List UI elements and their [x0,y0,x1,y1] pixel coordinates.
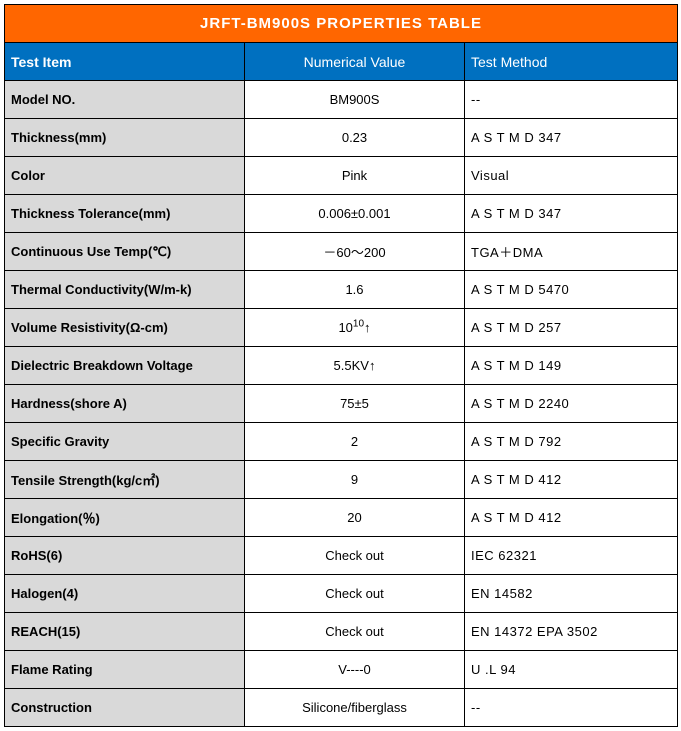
row-value: V----0 [245,651,465,689]
row-method: EN 14372 EPA 3502 [465,613,678,651]
row-item: REACH(15) [5,613,245,651]
table-row: RoHS(6)Check outIEC 62321 [5,537,678,575]
row-value: 0.23 [245,119,465,157]
row-method: EN 14582 [465,575,678,613]
row-method: A S T M D 347 [465,119,678,157]
row-method: A S T M D 5470 [465,271,678,309]
row-item: Tensile Strength(kg/c㎡) [5,461,245,499]
table-row: Hardness(shore A)75±5A S T M D 2240 [5,385,678,423]
table-row: Halogen(4)Check outEN 14582 [5,575,678,613]
row-method: -- [465,689,678,727]
row-value: 0.006±0.001 [245,195,465,233]
table-row: Thickness Tolerance(mm)0.006±0.001A S T … [5,195,678,233]
table-row: Model NO.BM900S-- [5,81,678,119]
row-item: RoHS(6) [5,537,245,575]
table-row: ConstructionSilicone/fiberglass-- [5,689,678,727]
column-header-method: Test Method [465,43,678,81]
row-value: 5.5KV↑ [245,347,465,385]
row-method: Visual [465,157,678,195]
row-method: A S T M D 412 [465,499,678,537]
row-item: Continuous Use Temp(℃) [5,233,245,271]
table-row: ColorPinkVisual [5,157,678,195]
row-method: A S T M D 257 [465,309,678,347]
row-item: Flame Rating [5,651,245,689]
table-row: Specific Gravity2A S T M D 792 [5,423,678,461]
row-value: 1.6 [245,271,465,309]
table-row: Elongation(％)20A S T M D 412 [5,499,678,537]
table-row: REACH(15)Check outEN 14372 EPA 3502 [5,613,678,651]
row-method: A S T M D 347 [465,195,678,233]
row-method: IEC 62321 [465,537,678,575]
row-method: TGA＋DMA [465,233,678,271]
row-item: Model NO. [5,81,245,119]
row-item: Thickness(mm) [5,119,245,157]
row-method: A S T M D 2240 [465,385,678,423]
row-item: Hardness(shore A) [5,385,245,423]
row-value: 20 [245,499,465,537]
table-row: Volume Resistivity(Ω-cm)1010↑A S T M D 2… [5,309,678,347]
table-row: Dielectric Breakdown Voltage5.5KV↑A S T … [5,347,678,385]
row-value: Pink [245,157,465,195]
row-item: Elongation(％) [5,499,245,537]
table-row: Thermal Conductivity(W/m-k)1.6A S T M D … [5,271,678,309]
table-title: JRFT-BM900S PROPERTIES TABLE [5,5,678,43]
table-row: Flame RatingV----0U .L 94 [5,651,678,689]
row-value: Check out [245,575,465,613]
row-item: Volume Resistivity(Ω-cm) [5,309,245,347]
row-value: 9 [245,461,465,499]
row-value: 2 [245,423,465,461]
properties-table: JRFT-BM900S PROPERTIES TABLE Test Item N… [4,4,678,727]
row-item: Specific Gravity [5,423,245,461]
table-row: Continuous Use Temp(℃)－60～200TGA＋DMA [5,233,678,271]
table-row: Thickness(mm)0.23A S T M D 347 [5,119,678,157]
row-item: Construction [5,689,245,727]
row-method: A S T M D 792 [465,423,678,461]
column-header-value: Numerical Value [245,43,465,81]
row-value: 75±5 [245,385,465,423]
row-method: A S T M D 149 [465,347,678,385]
row-value: Check out [245,613,465,651]
row-method: -- [465,81,678,119]
row-value: Check out [245,537,465,575]
row-method: A S T M D 412 [465,461,678,499]
table-row: Tensile Strength(kg/c㎡)9A S T M D 412 [5,461,678,499]
row-value: Silicone/fiberglass [245,689,465,727]
row-item: Color [5,157,245,195]
row-item: Thickness Tolerance(mm) [5,195,245,233]
row-value: －60～200 [245,233,465,271]
row-item: Halogen(4) [5,575,245,613]
column-header-item: Test Item [5,43,245,81]
row-item: Dielectric Breakdown Voltage [5,347,245,385]
row-item: Thermal Conductivity(W/m-k) [5,271,245,309]
row-method: U .L 94 [465,651,678,689]
row-value: BM900S [245,81,465,119]
row-value: 1010↑ [245,309,465,347]
